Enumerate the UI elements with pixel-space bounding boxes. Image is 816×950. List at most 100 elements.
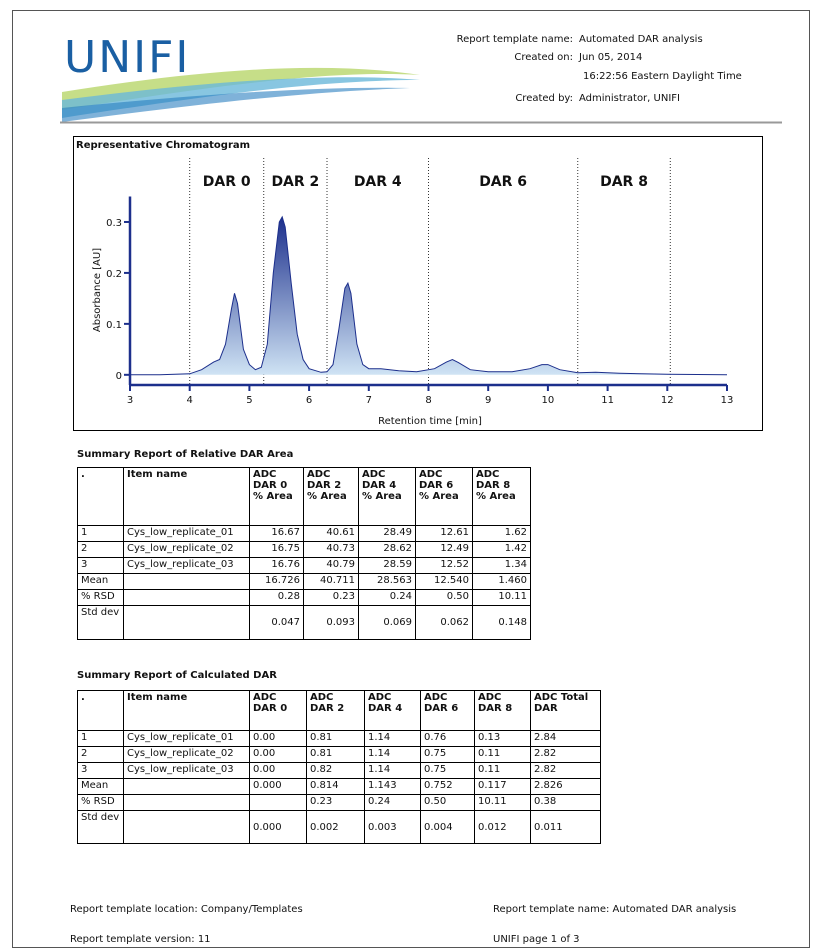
x-tick-label: 12 — [661, 395, 674, 406]
region-label: DAR 2 — [271, 174, 319, 190]
x-tick-label: 6 — [306, 395, 312, 406]
field-value: Administrator, UNIFI — [579, 93, 680, 104]
table-cell: 0.50 — [420, 794, 475, 811]
header-text: . — [81, 692, 85, 703]
header-text: % Area — [419, 491, 459, 502]
chart-box — [73, 136, 763, 431]
field-label: Created by: — [515, 93, 573, 104]
table-cell: 0.012 — [474, 810, 531, 844]
table-cell: 0.069 — [358, 605, 416, 640]
x-tick-label: 5 — [246, 395, 252, 406]
region-label: DAR 0 — [203, 174, 251, 190]
header-text: ADC — [424, 692, 448, 703]
table-cell: 0.062 — [415, 605, 473, 640]
table-cell — [249, 794, 307, 811]
table-cell: Cys_low_replicate_01 — [123, 730, 250, 747]
table-cell: 0.38 — [530, 794, 601, 811]
table-cell: 0.093 — [303, 605, 359, 640]
table-cell: % RSD — [77, 589, 124, 606]
table-cell: 1.143 — [364, 778, 421, 795]
header-cell: ADC DAR 8% Area — [472, 467, 531, 526]
y-tick-label: 0.2 — [106, 269, 122, 280]
header-text: Item name — [127, 469, 188, 480]
x-tick-label: 4 — [187, 395, 193, 406]
table-cell: Cys_low_replicate_02 — [123, 541, 250, 558]
x-tick-label: 3 — [127, 395, 133, 406]
header-cell: ADC DAR 2% Area — [303, 467, 359, 526]
table-cell: 16.67 — [249, 525, 304, 542]
table-cell: Cys_low_replicate_02 — [123, 746, 250, 763]
table-row: 1 Cys_low_replicate_01 16.67 40.61 28.49 12.6… — [77, 525, 531, 542]
table-cell: 0.75 — [420, 762, 475, 779]
table-cell: 0.23 — [303, 589, 359, 606]
table-cell: Std dev — [77, 810, 124, 844]
y-tick-label: 0.1 — [106, 320, 122, 331]
table-cell: 28.49 — [358, 525, 416, 542]
header-row: . Item name ADC DAR 0 ADC DAR 2 ADC DAR 4 ADC DAR… — [77, 690, 601, 731]
field-value: Automated DAR analysis — [579, 34, 703, 45]
table-cell: 1.42 — [472, 541, 531, 558]
table-cell: 0.000 — [249, 778, 307, 795]
x-tick-label: 9 — [485, 395, 491, 406]
footer-version: Report template version: 11 — [70, 934, 211, 945]
table-cell: 12.540 — [415, 573, 473, 590]
chart-title: Representative Chromatogram — [76, 140, 250, 151]
table-cell: Std dev — [77, 605, 124, 640]
footer-name: Report template name: Automated DAR anal… — [493, 904, 737, 915]
table-cell: 0.011 — [530, 810, 601, 844]
header-text: DAR 2 — [307, 480, 342, 491]
table-cell: 40.711 — [303, 573, 359, 590]
table-cell: 0.047 — [249, 605, 304, 640]
table-cell: 0.00 — [249, 746, 307, 763]
table-row: % RSD 0.23 0.24 0.50 10.11 0.38 — [77, 794, 601, 811]
table-cell: 2 — [77, 746, 124, 763]
table-cell: 0.814 — [306, 778, 365, 795]
table-cell: 0.50 — [415, 589, 473, 606]
y-tick-label: 0 — [116, 371, 122, 382]
table-cell: 0.003 — [364, 810, 421, 844]
header-cell: ADC Total DAR — [530, 690, 601, 731]
header-text: % Area — [307, 491, 347, 502]
header-text: DAR 0 — [253, 480, 288, 491]
header-text: DAR 8 — [476, 480, 511, 491]
x-tick-label: 13 — [721, 395, 734, 406]
table-cell: 0.81 — [306, 746, 365, 763]
header-text: % Area — [253, 491, 293, 502]
data-table: . Item name ADC DAR 0% Area ADC DAR 2% Area AD… — [77, 467, 531, 640]
table-cell: 0.28 — [249, 589, 304, 606]
table-cell: 0.000 — [249, 810, 307, 844]
table-cell: 0.13 — [474, 730, 531, 747]
y-axis-label: Absorbance [AU] — [92, 248, 103, 332]
header-text: DAR 4 — [368, 703, 403, 714]
x-tick-label: 10 — [542, 395, 555, 406]
table-cell: 1.14 — [364, 746, 421, 763]
x-tick-label: 11 — [601, 395, 614, 406]
table-cell: 12.52 — [415, 557, 473, 574]
logo: UNIFI — [64, 32, 190, 83]
header-text: . — [81, 469, 85, 480]
page-border — [12, 10, 810, 948]
table-row: 2 Cys_low_replicate_02 0.00 0.81 1.14 0.75 0.1… — [77, 746, 601, 763]
table-cell: 0.11 — [474, 746, 531, 763]
table-cell: 1 — [77, 730, 124, 747]
table-cell: % RSD — [77, 794, 124, 811]
table-cell: 12.49 — [415, 541, 473, 558]
table-cell: 3 — [77, 557, 124, 574]
table-cell: Mean — [77, 573, 124, 590]
table-cell: 28.563 — [358, 573, 416, 590]
table-cell: 16.76 — [249, 557, 304, 574]
header-cell: . — [77, 467, 124, 526]
header-row: . Item name ADC DAR 0% Area ADC DAR 2% Area AD… — [77, 467, 531, 526]
header-text: ADC — [368, 692, 392, 703]
table-cell: 40.61 — [303, 525, 359, 542]
peak-area — [130, 216, 727, 375]
table-cell: 0.82 — [306, 762, 365, 779]
table-cell: 2.82 — [530, 746, 601, 763]
logo-swoosh — [62, 77, 420, 118]
y-tick-label: 0.3 — [106, 218, 122, 229]
table-cell: 1.460 — [472, 573, 531, 590]
table-row: Std dev 0.047 0.093 0.069 0.062 0.148 — [77, 605, 531, 640]
field-value: 16:22:56 Eastern Daylight Time — [583, 71, 742, 82]
table-cell: 40.73 — [303, 541, 359, 558]
